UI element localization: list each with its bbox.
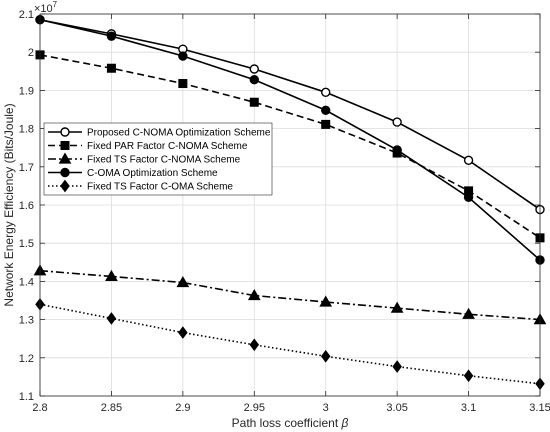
data-point-marker	[463, 155, 474, 166]
data-point-marker	[249, 75, 259, 85]
x-tick-label: 2.8	[32, 402, 47, 414]
legend-label: Proposed C-NOMA Optimization Scheme	[87, 128, 271, 139]
legend-label: Fixed PAR Factor C-NOMA Scheme	[87, 141, 248, 152]
data-point-marker	[249, 64, 259, 74]
legend-label: Fixed TS Factor C-NOMA Scheme	[87, 155, 241, 166]
legend-entry: Fixed TS Factor C-OMA Scheme	[48, 179, 233, 193]
x-tick-label: 2.85	[101, 402, 122, 414]
y-tick-label: 2.1	[19, 9, 34, 21]
grid	[39, 13, 541, 397]
y-tick-label: 2	[28, 47, 34, 59]
data-point-marker	[392, 145, 402, 155]
data-point-marker	[178, 326, 188, 339]
data-point-marker	[178, 79, 188, 89]
x-tick-label: 3	[323, 402, 329, 414]
data-point-marker	[319, 295, 333, 307]
legend-entry: Fixed TS Factor C-NOMA Scheme	[48, 152, 241, 166]
data-point-marker	[106, 31, 117, 41]
y-tick-label: 1.3	[19, 315, 34, 327]
x-tick-label: 2.95	[244, 402, 265, 414]
x-tick-label: 3.05	[386, 402, 407, 414]
x-axis-title-text: Path loss coefficient	[232, 416, 342, 430]
data-point-marker	[106, 63, 116, 73]
legend-marker	[60, 141, 70, 150]
y-tick-label: 1.6	[19, 200, 34, 212]
y-axis-title: Network Energy Efficiency (Bits/Joule)	[2, 103, 16, 306]
data-point-marker	[249, 97, 259, 107]
legend-marker	[58, 152, 72, 164]
x-tick-label: 3.15	[529, 402, 550, 414]
legend-marker	[60, 167, 70, 178]
data-point-marker	[463, 369, 474, 383]
x-axis-title-symbol: β	[340, 416, 348, 430]
legend-label: Fixed TS Factor C-OMA Scheme	[87, 182, 233, 193]
legend-entry: C-OMA Optimization Scheme	[48, 167, 218, 179]
data-point-marker	[106, 312, 117, 325]
legend-marker	[60, 127, 70, 137]
series-line	[39, 303, 541, 385]
data-point-marker	[320, 349, 331, 363]
x-axis-ticks: 2.8 2.85 2.9 2.95 3 3.05 3.1 3.15	[32, 14, 550, 414]
series-5	[35, 297, 545, 391]
series-4	[35, 15, 545, 265]
y-multiplier-base: ×10	[34, 3, 53, 15]
legend-label: C-OMA Optimization Scheme	[87, 168, 218, 179]
series-3	[33, 264, 547, 325]
legend-entry: Fixed PAR Factor C-NOMA Scheme	[48, 141, 248, 152]
legend-entry: Proposed C-NOMA Optimization Scheme	[48, 127, 271, 139]
y-axis-ticks: 1.1 1.2 1.3 1.4 1.5 1.6 1.7 1.8 1.9 2 2.1	[19, 9, 540, 403]
data-point-marker	[105, 269, 118, 282]
data-point-marker	[390, 301, 404, 313]
x-tick-label: 3.1	[461, 402, 476, 414]
y-tick-label: 1.8	[19, 124, 34, 136]
plot-frame	[39, 13, 541, 397]
data-point-marker	[462, 307, 475, 319]
data-point-marker	[392, 117, 402, 127]
data-point-marker	[247, 289, 261, 301]
y-axis-multiplier: ×107	[34, 0, 58, 15]
y-tick-label: 1.1	[19, 391, 34, 403]
data-point-marker	[178, 51, 188, 61]
data-point-marker	[321, 119, 331, 129]
series-line	[39, 54, 541, 239]
data-point-marker	[463, 192, 474, 203]
series-line	[39, 269, 541, 321]
x-tick-label: 2.9	[175, 402, 190, 414]
data-point-marker	[321, 87, 331, 98]
y-tick-label: 1.4	[19, 276, 34, 288]
data-point-marker	[176, 276, 190, 288]
x-axis-title: Path loss coefficient β	[232, 416, 349, 430]
data-point-marker	[392, 360, 402, 373]
y-tick-label: 1.7	[19, 162, 34, 174]
data-point-marker	[321, 105, 331, 115]
y-tick-label: 1.5	[19, 238, 34, 250]
series-line	[39, 18, 541, 211]
data-point-marker	[249, 338, 260, 352]
y-multiplier-exponent: 7	[53, 0, 58, 9]
y-tick-label: 1.9	[19, 85, 34, 97]
legend: Proposed C-NOMA Optimization Scheme Fixed…	[43, 122, 273, 196]
series-line	[39, 18, 541, 261]
legend-marker	[60, 179, 70, 193]
y-tick-label: 1.2	[19, 353, 34, 365]
